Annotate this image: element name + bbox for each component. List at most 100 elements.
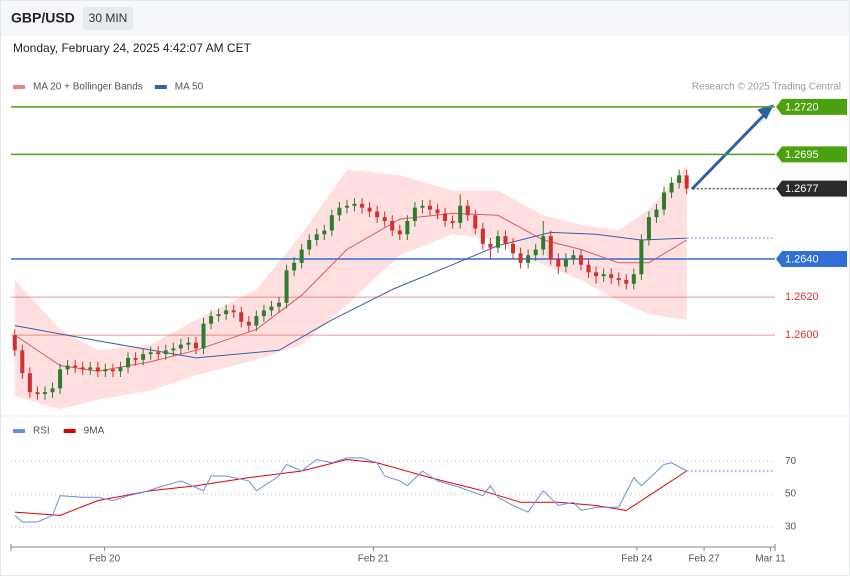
candle-body bbox=[488, 243, 493, 248]
candle-body bbox=[344, 205, 349, 208]
candle-body bbox=[50, 388, 55, 393]
top-bar bbox=[1, 1, 849, 36]
candle-body bbox=[337, 207, 342, 216]
candle-body bbox=[480, 228, 485, 244]
candle-body bbox=[193, 342, 198, 349]
candle-body bbox=[375, 211, 380, 218]
candle-body bbox=[616, 278, 621, 280]
candle-body bbox=[314, 234, 319, 240]
candle-body bbox=[35, 392, 40, 395]
level-label: 1.2640 bbox=[785, 253, 819, 265]
candle-body bbox=[216, 314, 221, 317]
candle-body bbox=[58, 369, 63, 389]
level-label: 1.2620 bbox=[785, 291, 819, 303]
x-tick-label: Feb 20 bbox=[89, 554, 121, 565]
candle-body bbox=[133, 357, 138, 360]
ma-line bbox=[14, 212, 687, 372]
candle-body bbox=[412, 207, 417, 221]
candle-body bbox=[405, 220, 410, 235]
candle-body bbox=[427, 205, 432, 210]
candle-body bbox=[277, 302, 282, 307]
candle-body bbox=[609, 274, 614, 279]
candle-body bbox=[556, 259, 561, 267]
target-arrow-head bbox=[757, 104, 774, 120]
interval: 30 MIN bbox=[89, 11, 128, 25]
candle-body bbox=[73, 365, 78, 368]
candle-body bbox=[88, 367, 93, 370]
candle-body bbox=[458, 205, 463, 223]
candle-body bbox=[397, 230, 402, 235]
candle-body bbox=[571, 255, 576, 260]
candle-body bbox=[239, 312, 244, 322]
level-label-box bbox=[776, 180, 847, 197]
candle-body bbox=[284, 270, 289, 303]
interval-badge bbox=[83, 7, 133, 30]
legend-label: MA 20 + Bollinger Bands bbox=[33, 82, 143, 93]
candle-body bbox=[156, 352, 161, 355]
candle-body bbox=[110, 369, 115, 372]
x-tick-label: Mar 11 bbox=[755, 554, 786, 565]
candle-body bbox=[503, 236, 508, 244]
candle-body bbox=[20, 350, 25, 374]
candle-body bbox=[450, 220, 455, 223]
candle-body bbox=[126, 357, 131, 368]
candle-body bbox=[443, 213, 448, 221]
candle-body bbox=[322, 230, 327, 235]
x-tick-label: Feb 21 bbox=[358, 554, 390, 565]
candle-body bbox=[307, 240, 312, 250]
candle-body bbox=[42, 392, 47, 395]
candle-body bbox=[594, 272, 599, 277]
candle-body bbox=[329, 215, 334, 231]
candle-body bbox=[209, 316, 214, 324]
candle-body bbox=[654, 209, 659, 218]
candle-body bbox=[148, 352, 153, 355]
legend-label: RSI bbox=[33, 426, 50, 437]
candle-body bbox=[141, 354, 146, 360]
candle-body bbox=[684, 175, 689, 189]
candle-body bbox=[495, 236, 500, 248]
candle-body bbox=[518, 253, 523, 263]
candle-body bbox=[103, 369, 108, 372]
level-label-box bbox=[776, 251, 847, 268]
candle-body bbox=[541, 236, 546, 250]
candle-body bbox=[548, 236, 553, 260]
level-label: 1.2600 bbox=[785, 329, 819, 341]
candle-body bbox=[360, 203, 365, 208]
candle-body bbox=[12, 335, 17, 351]
y-tick-label: 30 bbox=[785, 522, 797, 533]
candle-body bbox=[382, 217, 387, 221]
y-tick-label: 50 bbox=[785, 489, 797, 500]
x-tick-label: Feb 27 bbox=[688, 554, 720, 565]
candle-body bbox=[95, 367, 100, 372]
level-label-box bbox=[776, 98, 847, 115]
legend-swatch bbox=[154, 85, 167, 89]
candle-body bbox=[578, 255, 583, 265]
candle-body bbox=[231, 310, 236, 313]
candle-body bbox=[390, 220, 395, 231]
candle-body bbox=[261, 310, 266, 317]
timestamp: Monday, February 24, 2025 4:42:07 AM CET bbox=[13, 41, 252, 55]
candle-body bbox=[352, 203, 357, 206]
indicator-line bbox=[14, 457, 687, 523]
candle-body bbox=[171, 348, 176, 351]
target-arrow bbox=[690, 109, 770, 191]
candle-body bbox=[601, 274, 606, 277]
candle-body bbox=[299, 249, 304, 263]
candle-body bbox=[186, 342, 191, 345]
candle-body bbox=[526, 255, 531, 263]
candle-body bbox=[163, 350, 168, 355]
candle-body bbox=[118, 367, 123, 372]
candle-body bbox=[631, 274, 636, 284]
candle-body bbox=[473, 215, 478, 229]
ma-line bbox=[14, 231, 687, 359]
candle-body bbox=[465, 205, 470, 216]
candle-body bbox=[669, 182, 674, 193]
candle-body bbox=[677, 175, 682, 183]
candle-body bbox=[269, 306, 274, 311]
legend-swatch bbox=[13, 429, 25, 433]
level-label: 1.2677 bbox=[785, 183, 819, 195]
candle-body bbox=[435, 209, 440, 214]
